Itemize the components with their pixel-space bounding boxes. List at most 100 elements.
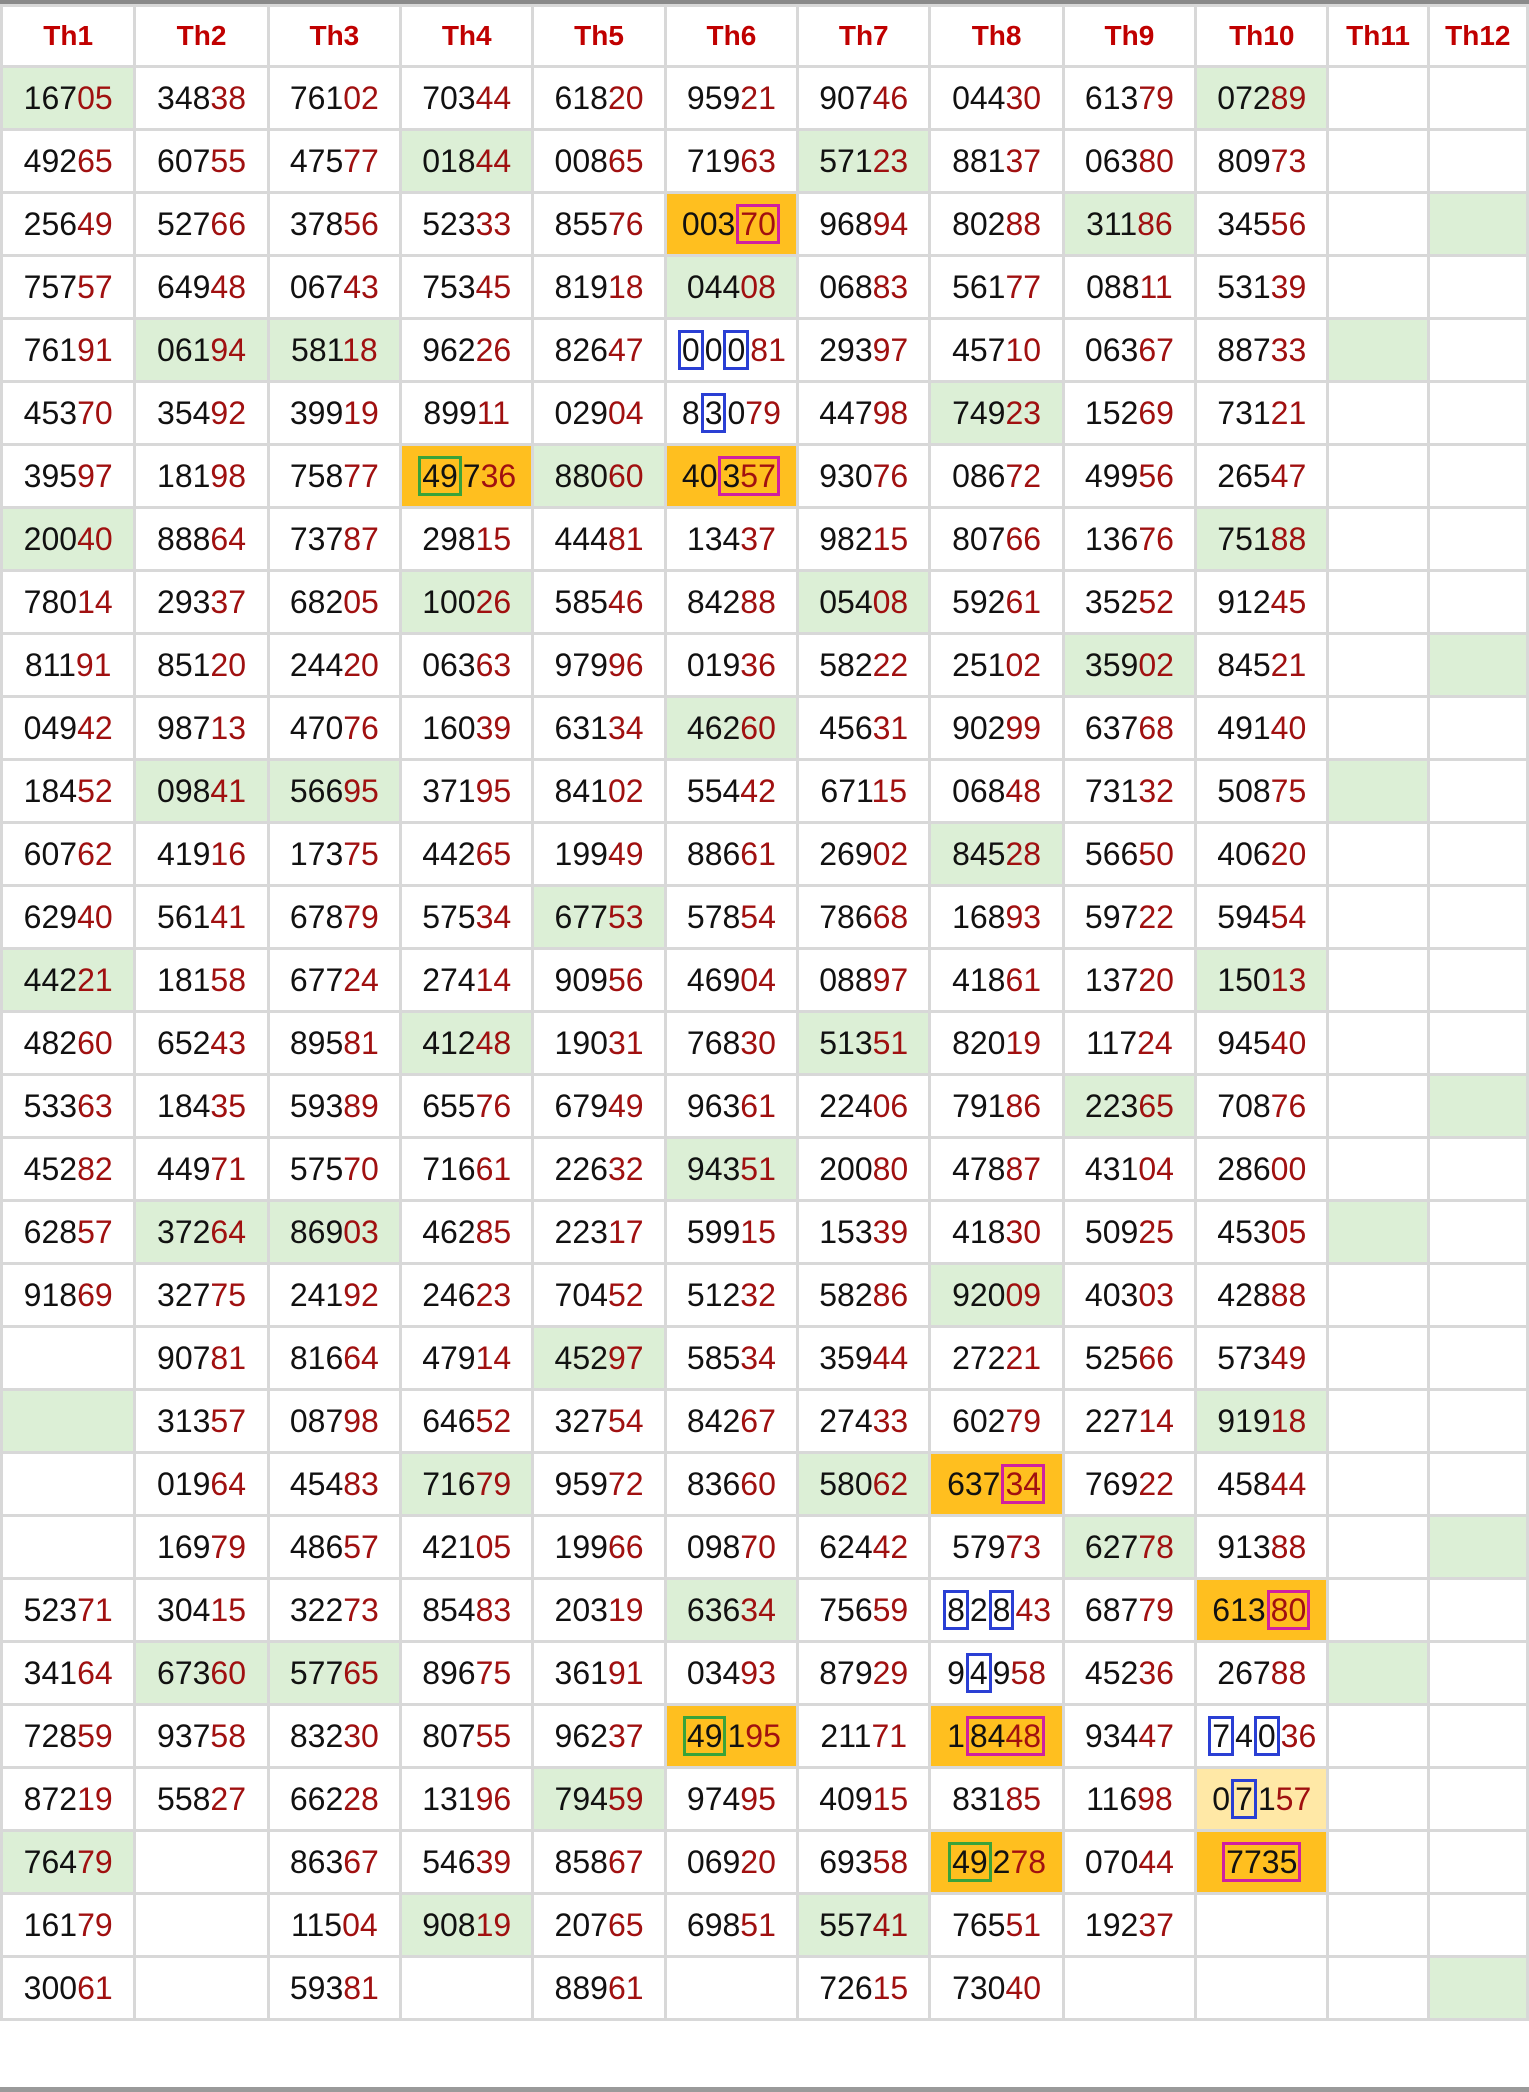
tail-digits: 15 <box>475 520 512 557</box>
head-digits: 069 <box>686 1843 741 1880</box>
tail-digits: 58 <box>210 961 246 998</box>
head-digits: 181 <box>157 457 211 494</box>
tail-digits: 21 <box>1005 1339 1042 1376</box>
tail-digits: 81 <box>210 1339 246 1376</box>
head-digits: 523 <box>23 1591 78 1628</box>
head-digits: 348 <box>157 79 211 116</box>
number-cell: 22632 <box>531 1136 667 1202</box>
head-digits: 761 <box>23 331 78 368</box>
number-cell: 06883 <box>796 254 932 320</box>
tail-digits: 61 <box>1005 583 1042 620</box>
head-digits: 034 <box>686 1654 741 1691</box>
tail-digits: 83 <box>475 1591 512 1628</box>
head-digits: 244 <box>289 646 344 683</box>
number-cell <box>1426 128 1529 194</box>
tail-digits: 23 <box>475 1276 512 1313</box>
head-digits: 786 <box>819 898 873 935</box>
number-cell: 72859 <box>0 1703 137 1769</box>
number-cell: 26788 <box>1194 1640 1330 1706</box>
head-digits: 272 <box>952 1339 1006 1376</box>
number-cell <box>1326 695 1430 761</box>
tail-digits: 86 <box>872 1276 909 1313</box>
number-cell: 52333 <box>399 191 535 257</box>
tail-digits: 48 <box>1005 772 1042 809</box>
number-cell: 47914 <box>399 1325 535 1391</box>
head-digits: 399 <box>289 394 344 431</box>
number-cell: 46285 <box>399 1199 535 1265</box>
head-digits: 886 <box>686 835 741 872</box>
head-digits: 842 <box>686 1402 741 1439</box>
head-digits: 150 <box>1217 961 1271 998</box>
number-cell: 20040 <box>0 506 137 572</box>
tail-digits: 34 <box>1005 1466 1042 1502</box>
number-cell <box>1426 1514 1529 1580</box>
number-cell <box>1426 506 1529 572</box>
tail-digits: 81 <box>607 520 644 557</box>
number-cell: 18435 <box>133 1073 270 1139</box>
number-cell: 26902 <box>796 821 932 887</box>
head-digits: 444 <box>554 520 608 557</box>
number-cell <box>1326 884 1430 950</box>
number-cell: 98713 <box>133 695 270 761</box>
number-cell: 65243 <box>133 1010 270 1076</box>
number-cell <box>1426 254 1529 320</box>
tail-digits: 88 <box>1270 1528 1307 1565</box>
number-cell: 56177 <box>928 254 1065 320</box>
head-digits: 907 <box>157 1339 211 1376</box>
blue-highlight-box: 7 <box>1208 1716 1235 1756</box>
number-cell: 59389 <box>266 1073 403 1139</box>
tail-digits: 41 <box>210 898 246 935</box>
number-cell: 96361 <box>663 1073 800 1139</box>
tail-digits: 15 <box>872 1780 909 1817</box>
head-digits: 671 <box>820 772 872 809</box>
tail-digits: 89 <box>343 1087 379 1124</box>
blue-highlight-box: 0 <box>723 330 750 370</box>
number-cell: 67115 <box>796 758 932 824</box>
number-cell: 67949 <box>531 1073 667 1139</box>
head-digits: 173 <box>289 835 344 872</box>
tail-digits: 83 <box>872 268 909 305</box>
tail-digits: 16 <box>210 835 246 872</box>
tail-digits: 43 <box>343 268 379 305</box>
head-digits: 888 <box>157 520 211 557</box>
number-cell: 58286 <box>796 1262 932 1328</box>
table-row: 91869 32775 24192 24623 70452 51232 58286 92009… <box>0 1262 1529 1328</box>
number-cell: 9 4 958 <box>928 1640 1065 1706</box>
number-cell: 44265 <box>399 821 535 887</box>
head-digits: 442 <box>422 835 476 872</box>
head-digits: 863 <box>289 1843 344 1880</box>
tail-digits: 73 <box>1005 1528 1042 1565</box>
tail-digits: 73 <box>1270 142 1307 179</box>
number-cell: 98215 <box>796 506 932 572</box>
number-cell: 93447 <box>1061 1703 1198 1769</box>
number-cell: 73121 <box>1194 380 1330 446</box>
number-cell: 58062 <box>796 1451 932 1517</box>
tail-digits: 34 <box>740 1339 776 1376</box>
number-cell: 06194 <box>133 317 270 383</box>
head-digits: 811 <box>24 646 76 683</box>
tail-digits: 60 <box>740 1465 776 1502</box>
tail-digits: 91 <box>77 331 113 368</box>
tail-digits: 63 <box>77 1087 113 1124</box>
number-cell: 08811 <box>1061 254 1198 320</box>
head-digits: 0 <box>681 332 700 368</box>
number-cell: 19237 <box>1061 1892 1198 1958</box>
head-digits: 719 <box>686 142 741 179</box>
tail-digits: 19 <box>607 1591 644 1628</box>
number-cell <box>1194 1892 1330 1958</box>
tail-digits: 76 <box>872 457 909 494</box>
number-cell <box>133 1892 270 1958</box>
head-digits: 019 <box>686 646 741 683</box>
number-cell: 91918 <box>1194 1388 1330 1454</box>
head-digits: 561 <box>952 268 1006 305</box>
number-cell: 57765 <box>266 1640 403 1706</box>
number-cell: 7 4 0 36 <box>1194 1703 1330 1769</box>
head-digits: 794 <box>554 1780 608 1817</box>
number-cell: 84528 <box>928 821 1065 887</box>
tail-digits: 21 <box>1270 394 1307 431</box>
head-digits: 987 <box>157 709 211 746</box>
tail-digits: 39 <box>475 1843 512 1880</box>
number-cell <box>1426 1325 1529 1391</box>
number-cell: 71963 <box>663 128 800 194</box>
number-cell <box>399 1955 535 2021</box>
